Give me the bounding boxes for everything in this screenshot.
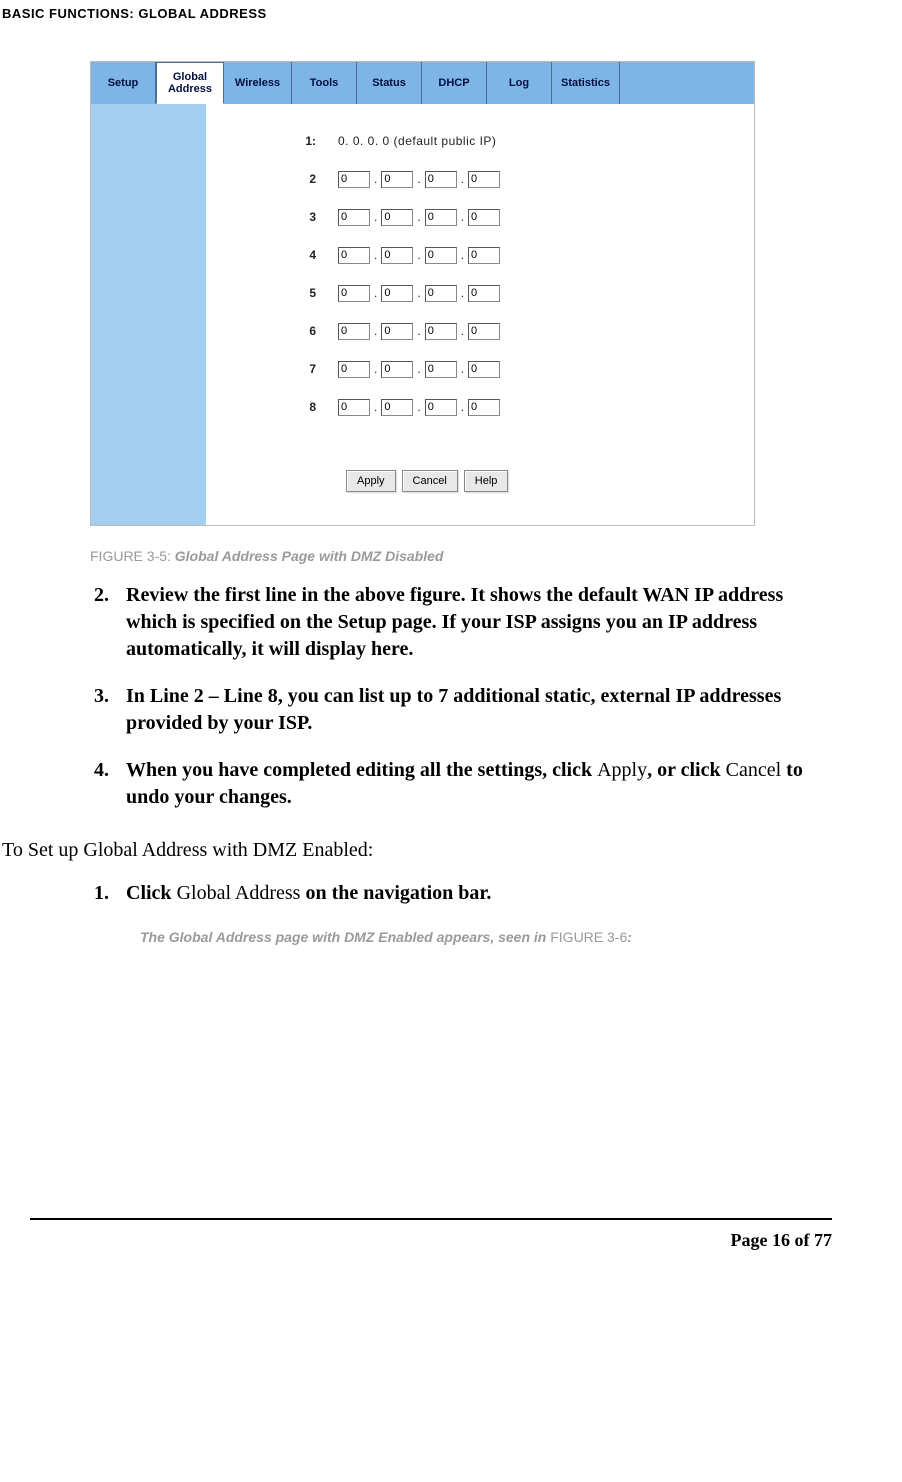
row-num: 8 [286, 400, 338, 414]
tab-global-address[interactable]: Global Address [156, 62, 224, 104]
step-2: Review the first line in the above figur… [114, 582, 832, 663]
ip-octet[interactable] [381, 323, 413, 340]
sidebar [91, 104, 207, 525]
apply-button[interactable]: Apply [346, 470, 396, 492]
ip-row-8: 8 . . . [206, 388, 754, 426]
ip-octet[interactable] [425, 209, 457, 226]
help-button[interactable]: Help [464, 470, 509, 492]
ip-octet[interactable] [425, 171, 457, 188]
row-num: 5 [286, 286, 338, 300]
tab-status[interactable]: Status [357, 62, 422, 104]
ip-octet[interactable] [468, 285, 500, 302]
ip-row-1: 1: 0. 0. 0. 0 (default public IP) [206, 122, 754, 160]
ip-octet[interactable] [338, 209, 370, 226]
note-dmz-enabled: The Global Address page with DMZ Enabled… [140, 927, 832, 948]
ip-octet[interactable] [468, 247, 500, 264]
ip-octet[interactable] [338, 171, 370, 188]
tab-log[interactable]: Log [487, 62, 552, 104]
ip-row-7: 7 . . . [206, 350, 754, 388]
apply-word: Apply [597, 759, 647, 781]
router-screenshot: Setup Global Address Wireless Tools Stat… [90, 61, 755, 526]
ip-octet[interactable] [425, 247, 457, 264]
ip-octet[interactable] [468, 171, 500, 188]
ip-row-5: 5 . . . [206, 274, 754, 312]
ip-octet[interactable] [338, 323, 370, 340]
ip-octet[interactable] [381, 209, 413, 226]
button-row: Apply Cancel Help [206, 470, 754, 492]
cancel-word: Cancel [726, 759, 782, 781]
page-footer: Page 16 of 77 [30, 1218, 832, 1251]
ip-octet[interactable] [338, 361, 370, 378]
steps-list-2: Click Global Address on the navigation b… [60, 880, 832, 907]
ip-octet[interactable] [381, 285, 413, 302]
step-4: When you have completed editing all the … [114, 757, 832, 811]
tab-tools[interactable]: Tools [292, 62, 357, 104]
tab-wireless[interactable]: Wireless [224, 62, 292, 104]
ip-row-3: 3 . . . [206, 198, 754, 236]
ip-octet[interactable] [468, 323, 500, 340]
ip-octet[interactable] [425, 323, 457, 340]
tab-dhcp[interactable]: DHCP [422, 62, 487, 104]
ip-octet[interactable] [338, 285, 370, 302]
ip-octet[interactable] [381, 399, 413, 416]
ip-row-2: 2 . . . [206, 160, 754, 198]
row-num: 4 [286, 248, 338, 262]
step-3: In Line 2 – Line 8, you can list up to 7… [114, 683, 832, 737]
ip-octet[interactable] [425, 285, 457, 302]
row-num: 3 [286, 210, 338, 224]
ip-octet[interactable] [425, 399, 457, 416]
tab-setup[interactable]: Setup [91, 62, 156, 104]
section-lead: To Set up Global Address with DMZ Enable… [2, 839, 872, 862]
ip-octet[interactable] [338, 399, 370, 416]
ip-row-4: 4 . . . [206, 236, 754, 274]
tab-statistics[interactable]: Statistics [552, 62, 620, 104]
ip-octet[interactable] [338, 247, 370, 264]
ip-octet[interactable] [468, 209, 500, 226]
figure-caption: FIGURE 3-5: Global Address Page with DMZ… [90, 548, 872, 564]
global-address-word: Global Address [177, 882, 301, 904]
ip-octet[interactable] [425, 361, 457, 378]
figure-ref: FIGURE 3-6 [550, 929, 627, 945]
ip-octet[interactable] [468, 399, 500, 416]
steps-list: Review the first line in the above figur… [60, 582, 832, 811]
default-ip-text: 0. 0. 0. 0 (default public IP) [338, 134, 496, 148]
row-num: 2 [286, 172, 338, 186]
step-1: Click Global Address on the navigation b… [114, 880, 832, 907]
row-num: 6 [286, 324, 338, 338]
tabs-bar: Setup Global Address Wireless Tools Stat… [91, 62, 754, 104]
ip-octet[interactable] [468, 361, 500, 378]
ip-row-6: 6 . . . [206, 312, 754, 350]
ip-octet[interactable] [381, 171, 413, 188]
row-num: 1: [286, 134, 338, 148]
tab-spacer [620, 62, 754, 104]
figure-label: FIGURE 3-5: [90, 548, 171, 564]
figure-block: Setup Global Address Wireless Tools Stat… [90, 61, 872, 564]
figure-title: Global Address Page with DMZ Disabled [175, 548, 444, 564]
row-num: 7 [286, 362, 338, 376]
page-header: BASIC FUNCTIONS: GLOBAL ADDRESS [0, 0, 872, 31]
ip-octet[interactable] [381, 361, 413, 378]
ip-table: 1: 0. 0. 0. 0 (default public IP) 2 . . … [206, 104, 754, 525]
cancel-button[interactable]: Cancel [402, 470, 458, 492]
ip-octet[interactable] [381, 247, 413, 264]
